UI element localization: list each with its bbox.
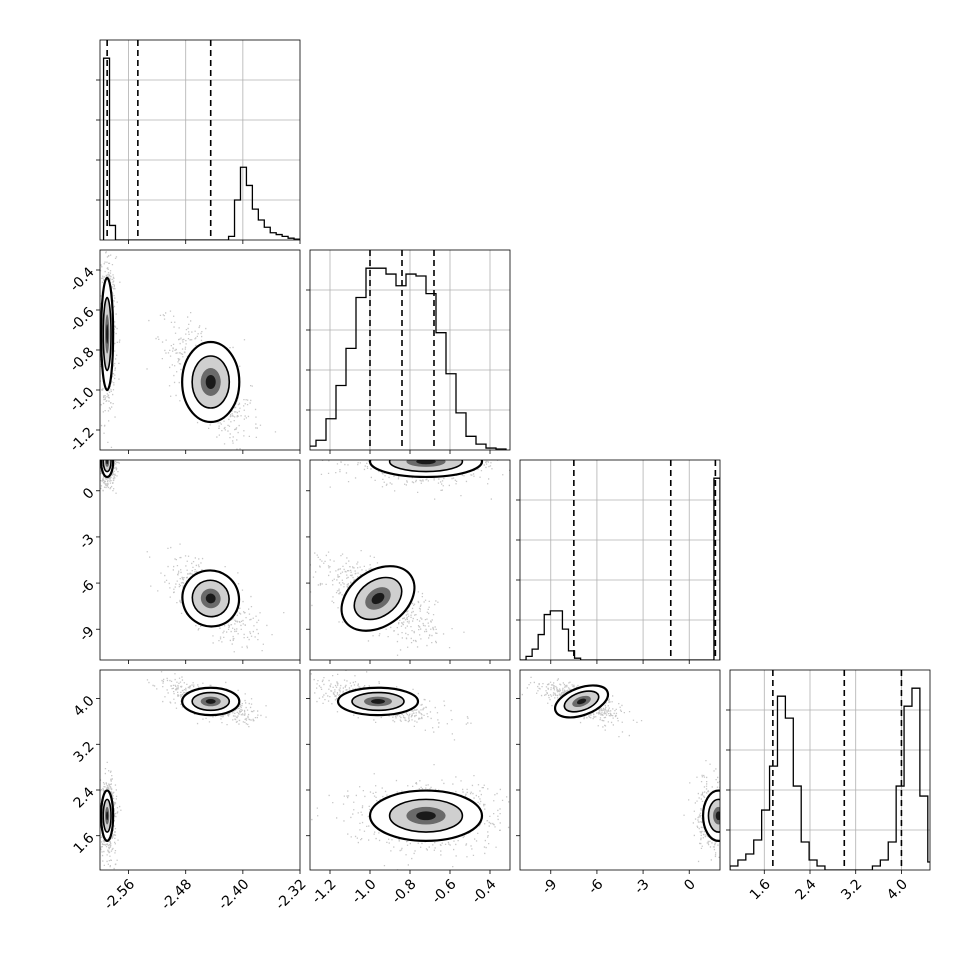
- histogram-panel-0: [96, 39, 301, 244]
- x-tick-label: -3: [631, 876, 652, 897]
- histogram-step: [102, 57, 300, 240]
- y-tick-label: -0.4: [67, 264, 98, 295]
- x-tick-label: 0: [681, 876, 699, 894]
- density-peak: [106, 460, 109, 465]
- y-tick-label: 1.6: [71, 830, 98, 857]
- scatter-points: [311, 764, 510, 870]
- density-peak: [205, 699, 216, 704]
- scatter-panel-3-1: [306, 669, 511, 874]
- axes-frame: [519, 669, 721, 871]
- axes-frame: [309, 459, 511, 661]
- x-tick-label: 1.6: [747, 876, 774, 903]
- histogram-step: [730, 687, 930, 870]
- x-tick-label: -9: [539, 876, 560, 897]
- density-peak: [371, 699, 385, 704]
- x-tick-label: -0.8: [389, 876, 420, 907]
- histogram-panel-3: [726, 669, 931, 874]
- density-peak: [106, 324, 109, 344]
- histogram-panel-2: [516, 459, 721, 664]
- x-tick-label: -1.0: [349, 876, 380, 907]
- y-tick-label: 2.4: [71, 784, 98, 811]
- y-tick-label: -0.6: [67, 304, 98, 335]
- y-tick-label: -9: [76, 624, 97, 645]
- x-tick-label: -0.4: [469, 876, 500, 907]
- scatter-points: [520, 676, 643, 738]
- y-tick-label: -0.8: [67, 344, 98, 375]
- density-peak: [416, 460, 436, 465]
- x-tick-label: 2.4: [793, 876, 820, 903]
- x-tick-label: -6: [585, 876, 606, 897]
- y-tick-label: 4.0: [71, 693, 98, 720]
- density-peak: [205, 375, 216, 389]
- scatter-panel-1-0: [96, 249, 301, 454]
- histogram-step: [310, 267, 507, 450]
- axes-frame: [99, 669, 301, 871]
- x-tick-label: -0.6: [429, 876, 460, 907]
- x-tick-label: -1.2: [309, 876, 340, 907]
- density-peak: [576, 698, 587, 705]
- y-tick-label: -3: [76, 531, 97, 552]
- histogram-panel-1: [306, 249, 511, 454]
- x-tick-label: 4.0: [884, 876, 911, 903]
- histogram-step: [520, 477, 720, 660]
- y-tick-label: 0: [80, 485, 98, 503]
- scatter-points: [100, 251, 121, 448]
- axes-frame: [729, 669, 931, 871]
- density-peak: [715, 811, 720, 821]
- y-tick-label: 3.2: [71, 739, 98, 766]
- x-tick-label: -2.48: [158, 876, 195, 913]
- density-peak: [205, 593, 216, 604]
- y-tick-label: -6: [76, 577, 97, 598]
- x-tick-label: 3.2: [838, 876, 865, 903]
- axes-frame: [519, 459, 721, 661]
- x-tick-label: -2.40: [216, 876, 253, 913]
- scatter-panel-2-0: [96, 459, 301, 664]
- scatter-panel-3-0: [96, 669, 301, 874]
- y-tick-label: -1.2: [67, 424, 98, 455]
- scatter-panel-3-2: [516, 669, 721, 874]
- x-tick-label: -2.56: [101, 876, 138, 913]
- x-tick-label: -2.32: [273, 876, 310, 913]
- scatter-panel-2-1: [306, 459, 511, 664]
- y-tick-label: -1.0: [67, 384, 98, 415]
- axes-frame: [99, 459, 301, 661]
- density-peak: [106, 811, 109, 821]
- density-peak: [371, 592, 385, 605]
- axes-frame: [99, 39, 301, 241]
- density-peak: [416, 811, 436, 821]
